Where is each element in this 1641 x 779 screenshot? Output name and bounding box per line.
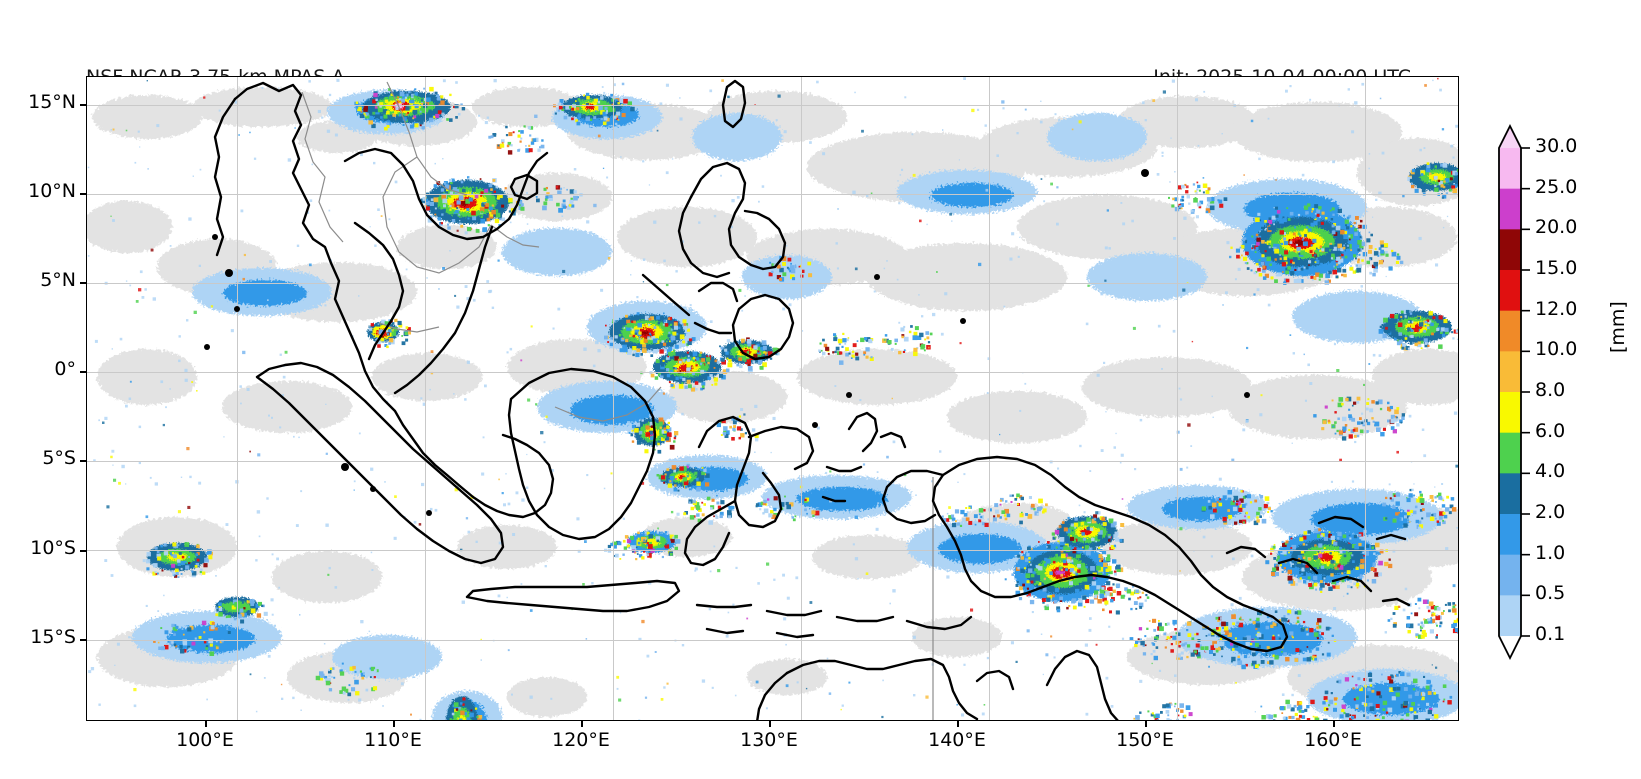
colorbar-band-2 xyxy=(1499,229,1521,271)
y-tick-mark-3 xyxy=(80,371,86,373)
colorbar-tick-label-10: 1.0 xyxy=(1535,541,1566,564)
colorbar-swatches xyxy=(1498,123,1530,661)
x-tick-label-2: 120°E xyxy=(552,729,610,751)
colorbar-band-1 xyxy=(1499,188,1521,230)
y-tick-label-1: 10°N xyxy=(28,180,76,202)
colorbar[interactable]: 30.0 25.0 20.0 15.0 12.0 10.0 8.0 6.0 4.0 2.0 1.0 0… xyxy=(1489,118,1641,666)
colorbar-over-arrow xyxy=(1499,126,1521,148)
x-tick-mark-2 xyxy=(581,721,583,727)
colorbar-band-7 xyxy=(1499,432,1521,474)
x-tick-mark-4 xyxy=(957,721,959,727)
colorbar-axis-label: [mm] xyxy=(1607,301,1629,353)
y-tick-mark-5 xyxy=(80,550,86,552)
colorbar-band-10 xyxy=(1499,554,1521,596)
colorbar-band-4 xyxy=(1499,310,1521,352)
x-tick-mark-5 xyxy=(1145,721,1147,727)
colorbar-tick-label-2: 20.0 xyxy=(1535,216,1578,239)
x-tick-mark-0 xyxy=(205,721,207,727)
colorbar-band-11 xyxy=(1499,595,1521,637)
y-tick-mark-6 xyxy=(80,639,86,641)
precipitation-map xyxy=(87,77,1458,720)
colorbar-band-0 xyxy=(1499,148,1521,190)
x-tick-label-1: 110°E xyxy=(364,729,422,751)
y-tick-label-0: 15°N xyxy=(28,91,76,113)
x-tick-label-3: 130°E xyxy=(740,729,798,751)
x-tick-mark-3 xyxy=(769,721,771,727)
x-tick-label-6: 160°E xyxy=(1304,729,1362,751)
colorbar-tick-label-6: 8.0 xyxy=(1535,379,1566,401)
x-tick-label-4: 140°E xyxy=(928,729,986,751)
y-tick-mark-1 xyxy=(80,193,86,195)
colorbar-tick-label-12: 0.1 xyxy=(1535,623,1566,645)
y-tick-label-5: 10°S xyxy=(30,537,76,559)
y-tick-label-4: 5°S xyxy=(42,447,76,469)
y-tick-mark-4 xyxy=(80,460,86,462)
y-tick-label-3: 0° xyxy=(54,358,76,380)
x-tick-label-0: 100°E xyxy=(176,729,234,751)
speckle-cells xyxy=(87,77,1458,720)
x-tick-mark-1 xyxy=(393,721,395,727)
colorbar-band-8 xyxy=(1499,473,1521,515)
colorbar-tick-label-11: 0.5 xyxy=(1535,582,1566,605)
colorbar-tick-label-9: 2.0 xyxy=(1535,501,1566,523)
colorbar-tick-label-1: 25.0 xyxy=(1535,175,1578,198)
y-tick-label-6: 15°S xyxy=(30,626,76,648)
y-tick-mark-2 xyxy=(80,282,86,284)
y-tick-mark-0 xyxy=(80,104,86,106)
colorbar-band-6 xyxy=(1499,392,1521,434)
colorbar-tick-label-7: 6.0 xyxy=(1535,419,1566,442)
colorbar-band-5 xyxy=(1499,351,1521,393)
x-tick-mark-6 xyxy=(1333,721,1335,727)
colorbar-tick-label-8: 4.0 xyxy=(1535,460,1566,483)
colorbar-tick-label-5: 10.0 xyxy=(1535,338,1578,361)
y-tick-label-2: 5°N xyxy=(40,269,76,291)
x-tick-label-5: 150°E xyxy=(1116,729,1174,751)
colorbar-band-9 xyxy=(1499,514,1521,556)
colorbar-tick-label-4: 12.0 xyxy=(1535,297,1578,320)
coastlines xyxy=(204,79,1411,720)
map-plot-area xyxy=(86,76,1459,721)
colorbar-tick-label-3: 15.0 xyxy=(1535,257,1578,279)
country-borders xyxy=(301,81,934,720)
colorbar-under-arrow xyxy=(1499,636,1521,658)
colorbar-band-3 xyxy=(1499,270,1521,312)
colorbar-tick-label-0: 30.0 xyxy=(1535,135,1578,157)
